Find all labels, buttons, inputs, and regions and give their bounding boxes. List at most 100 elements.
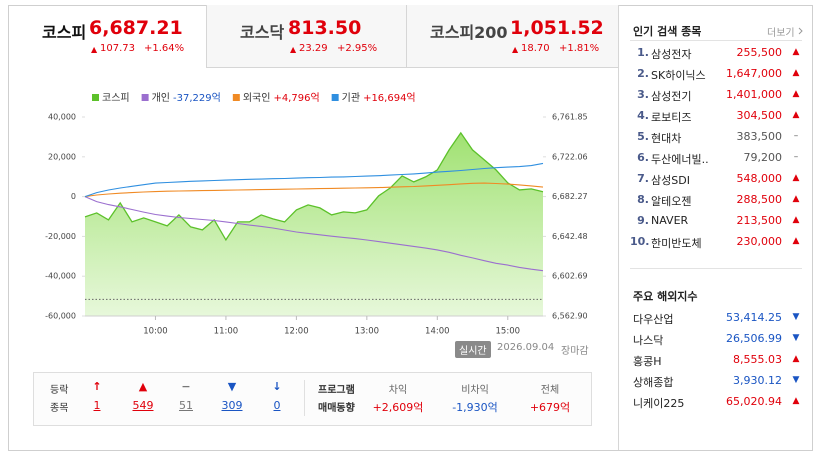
breadth-icon: ↓ [272, 380, 282, 393]
index-name[interactable]: 니케이225 [633, 397, 685, 410]
index-name[interactable]: 다우산업 [633, 313, 674, 326]
program-name: 차익 [388, 385, 408, 396]
breadth-icon: ▼ [227, 380, 237, 393]
stock-name[interactable]: 삼성전기 [651, 90, 692, 103]
stats-divider [304, 380, 305, 416]
rank: 3. [637, 88, 649, 101]
stock-name[interactable]: 로보티즈 [651, 111, 692, 124]
index-sign: ▲ [792, 354, 800, 364]
index-value: 53,414.25 [726, 311, 782, 324]
tab-change: 107.73 [100, 43, 135, 54]
breadth-count[interactable]: 51 [179, 399, 193, 412]
status-badge: 실시간 [455, 341, 491, 358]
x-tick-label: 10:00 [143, 327, 168, 337]
stock-sign: ▲ [792, 68, 800, 78]
index-sign: ▲ [792, 396, 800, 406]
program-name: 비차익 [461, 385, 489, 396]
tab-change: 18.70 [521, 43, 550, 54]
side-sep-1 [630, 40, 802, 41]
breadth-count[interactable]: 0 [273, 399, 281, 412]
stock-sign: ▲ [792, 215, 800, 225]
stock-name[interactable]: 두산에너빌.. [651, 153, 709, 166]
tab-arrow: ▲ [512, 45, 519, 54]
x-tick-label: 15:00 [496, 327, 521, 337]
index-name[interactable]: 홍콩H [633, 355, 662, 368]
legend-swatch [92, 94, 99, 101]
rank: 2. [637, 67, 649, 80]
series-line [84, 196, 544, 272]
x-tick-label: 13:00 [355, 327, 380, 337]
tab-bg-2[interactable] [206, 5, 407, 68]
stock-name[interactable]: 한미반도체 [651, 237, 702, 250]
rank: 4. [637, 109, 649, 122]
y2-tick-label: 6,682.27 [552, 192, 588, 201]
chart: 40,000 20,000 0 -20,000 -40,000 -60,000 6,761.… [45, 92, 588, 337]
status-state: 장마감 [561, 346, 589, 357]
legend-value: +4,796억 [273, 92, 319, 104]
stock-name[interactable]: 현대차 [651, 132, 682, 145]
breadth-count[interactable]: 549 [132, 399, 154, 412]
stats-box [33, 372, 592, 426]
breadth-icon: − [181, 380, 191, 393]
program-value: +2,609억 [372, 401, 424, 414]
stock-name[interactable]: 삼성SDI [651, 174, 690, 187]
more-link[interactable]: 더보기 [767, 28, 795, 39]
legend-swatch [141, 94, 149, 101]
stock-price: 383,500 [736, 130, 783, 143]
breadth-count[interactable]: 1 [93, 399, 101, 412]
stock-sign: ▲ [792, 194, 800, 204]
y-tick-label: -40,000 [45, 272, 76, 281]
y2-tick-label: 6,722.06 [552, 152, 588, 161]
program-value: +679억 [529, 401, 571, 414]
rank: 8. [637, 193, 649, 206]
tab-name[interactable]: 코스피200 [430, 23, 508, 42]
index-value: 3,930.12 [733, 374, 782, 387]
rank: 6. [637, 151, 649, 164]
tab-value[interactable]: 813.50 [288, 17, 362, 39]
index-name[interactable]: 나스닥 [633, 334, 664, 347]
breadth-label: 종목 [50, 403, 69, 414]
tab-value[interactable]: 6,687.21 [89, 17, 183, 39]
tab-name[interactable]: 코스피 [42, 23, 87, 42]
program-label: 프로그램 [318, 385, 355, 396]
stock-price: 230,000 [736, 235, 783, 248]
area [85, 132, 543, 316]
series-line [84, 182, 544, 198]
legend-name: 개인 [152, 92, 170, 104]
legend-value: +16,694억 [363, 92, 416, 104]
tab-arrow: ▲ [290, 45, 297, 54]
stock-sign: ▲ [792, 110, 800, 120]
popular-title: 인기 검색 종목 [633, 25, 702, 38]
stock-sign: ▲ [792, 89, 800, 99]
stock-name[interactable]: 알테오젠 [651, 195, 692, 208]
y-tick-label: 20,000 [48, 152, 76, 161]
tab-value[interactable]: 1,051.52 [510, 17, 604, 39]
rank: 1. [637, 46, 649, 59]
y-tick-label: 0 [71, 192, 76, 201]
tab-name[interactable]: 코스닥 [240, 23, 285, 42]
stock-price: 1,647,000 [726, 67, 782, 80]
side-divider [618, 5, 619, 450]
breadth-count[interactable]: 309 [221, 399, 243, 412]
stock-sign: ▲ [792, 236, 800, 246]
y2-tick-label: 6,562.90 [552, 312, 588, 321]
program-value: -1,930억 [452, 401, 498, 414]
more-chevron[interactable] [798, 27, 804, 35]
tab-bg-3[interactable] [406, 5, 619, 68]
stock-name[interactable]: 삼성전자 [651, 48, 692, 61]
series-line [84, 131, 544, 242]
stock-name[interactable]: SK하이닉스 [651, 69, 706, 82]
rank: 5. [637, 130, 649, 143]
breadth-icon: ▲ [138, 380, 148, 393]
index-value: 26,506.99 [726, 332, 782, 345]
stock-price: 304,500 [736, 109, 783, 122]
stock-price: 255,500 [736, 46, 783, 59]
y2-tick-label: 6,642.48 [552, 232, 588, 241]
stock-price: 213,500 [736, 214, 783, 227]
index-name[interactable]: 상해종합 [633, 376, 674, 389]
stock-sign: – [793, 152, 799, 162]
stock-name[interactable]: NAVER [651, 214, 689, 227]
stock-price: 288,500 [736, 193, 783, 206]
y-tick-label: -60,000 [45, 312, 76, 321]
